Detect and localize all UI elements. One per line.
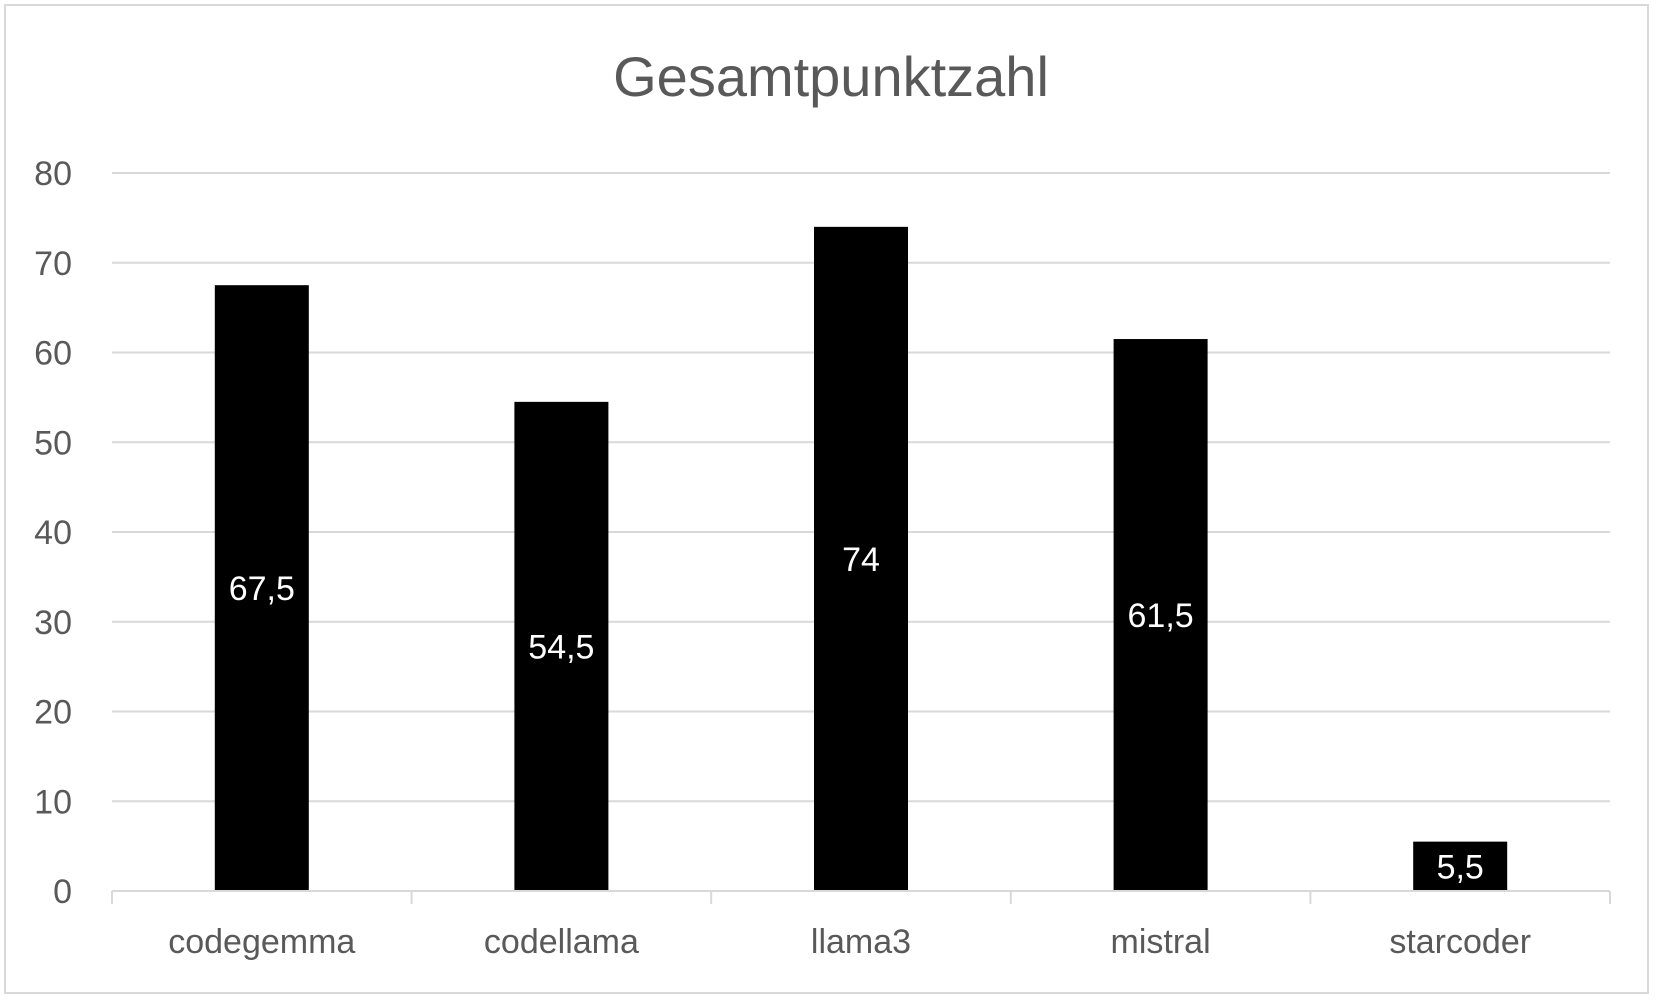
data-label: 74	[842, 541, 880, 579]
bar-llama3	[814, 226, 908, 892]
bar-starcoder	[1413, 841, 1508, 891]
x-tick-label: codegemma	[168, 923, 355, 961]
bar-mistral	[1113, 339, 1208, 892]
bar-codellama	[514, 401, 609, 891]
x-tick-label: mistral	[1111, 923, 1211, 961]
data-label: 5,5	[1437, 848, 1484, 886]
chart-title: Gesamtpunktzahl	[613, 45, 1049, 108]
y-tick-label: 0	[53, 873, 72, 911]
x-axis	[111, 890, 1611, 904]
x-axis-ticks: codegemma codellama llama3 mistral starcoder	[168, 923, 1531, 961]
y-axis-ticks: 0 10 20 30 40 50 60 70 80	[34, 155, 72, 911]
y-tick-label: 70	[34, 245, 72, 283]
y-tick-label: 10	[34, 783, 72, 821]
y-tick-label: 50	[34, 424, 72, 462]
y-tick-label: 20	[34, 694, 72, 732]
x-tick-label: starcoder	[1389, 923, 1531, 961]
data-label: 54,5	[528, 628, 594, 666]
data-label: 67,5	[229, 570, 295, 608]
y-tick-label: 40	[34, 514, 72, 552]
data-labels: 67,5 54,5 74 61,5 5,5	[229, 541, 1484, 886]
bar-codegemma	[214, 285, 309, 891]
y-tick-label: 60	[34, 335, 72, 373]
y-tick-label: 80	[34, 155, 72, 193]
y-tick-label: 30	[34, 604, 72, 642]
bars	[214, 226, 1508, 892]
x-tick-label: llama3	[811, 923, 911, 961]
data-label: 61,5	[1128, 597, 1194, 635]
x-tick-label: codellama	[484, 923, 639, 961]
